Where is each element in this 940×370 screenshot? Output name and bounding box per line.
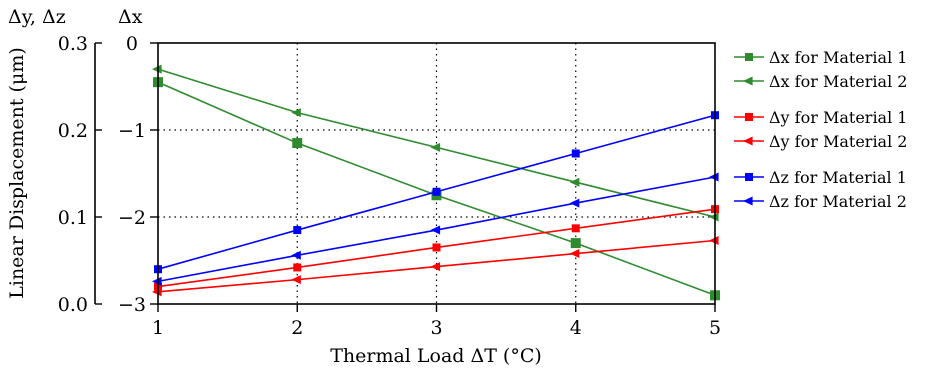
data-point xyxy=(293,263,302,272)
left-tick-label: 0.2 xyxy=(58,120,88,142)
data-point xyxy=(152,276,162,286)
legend-label: Δx for Material 2 xyxy=(769,72,907,91)
legend-label: Δz for Material 2 xyxy=(769,192,907,211)
x-tick-label: 2 xyxy=(291,317,303,339)
legend-marker xyxy=(743,196,753,206)
data-point xyxy=(291,250,301,260)
legend-label: Δx for Material 1 xyxy=(769,48,907,67)
left-tick-label: 0.0 xyxy=(58,294,88,316)
data-point xyxy=(291,275,301,285)
data-point xyxy=(152,287,162,297)
legend-item: Δx for Material 2 xyxy=(734,72,907,91)
legend-item: Δz for Material 1 xyxy=(734,168,907,187)
data-point xyxy=(571,149,580,158)
data-point xyxy=(292,138,303,149)
data-point xyxy=(709,235,719,245)
dx-tick-label: −2 xyxy=(118,207,146,229)
data-point xyxy=(432,243,441,252)
dx-tick-label: −3 xyxy=(118,294,146,316)
legend-label: Δz for Material 1 xyxy=(769,168,907,187)
data-point xyxy=(291,108,301,118)
data-point xyxy=(569,198,580,208)
legend-marker xyxy=(745,53,753,61)
left-tick-label: 0.1 xyxy=(58,207,88,229)
data-point xyxy=(432,187,441,196)
legend-item: Δz for Material 2 xyxy=(734,192,907,211)
legend-item: Δx for Material 1 xyxy=(734,48,907,67)
legend-marker xyxy=(743,76,753,86)
x-tick-label: 5 xyxy=(709,317,721,339)
legend-item: Δy for Material 1 xyxy=(734,108,907,127)
x-tick-label: 3 xyxy=(430,317,442,339)
legend-label: Δy for Material 2 xyxy=(769,132,907,151)
left-axis-header: Δy, Δz xyxy=(8,6,66,28)
dx-axis-header: Δx xyxy=(118,6,143,28)
legend-marker xyxy=(743,136,753,146)
data-point xyxy=(430,142,441,152)
x-tick-label: 4 xyxy=(570,317,582,339)
data-point xyxy=(430,225,441,235)
legend-marker xyxy=(745,173,753,181)
legend: Δx for Material 1 Δx for Material 2 Δy for… xyxy=(734,48,907,211)
data-point xyxy=(570,238,581,249)
data-point xyxy=(569,177,580,187)
legend-item: Δy for Material 2 xyxy=(734,132,907,151)
dx-axis: 0 −1 −2 −3 Δx xyxy=(118,6,158,316)
data-point xyxy=(430,262,441,272)
y-axis-title: Linear Displacement (μm) xyxy=(6,47,28,299)
data-point xyxy=(709,172,719,182)
dx-tick-label: 0 xyxy=(126,33,138,55)
data-point xyxy=(293,226,302,235)
series-3 xyxy=(152,235,719,297)
data-point xyxy=(569,249,580,259)
data-point xyxy=(152,64,162,74)
x-axis: 1 2 3 4 5 Thermal Load ΔT (°C) xyxy=(152,304,721,367)
data-point xyxy=(709,212,719,222)
series-5 xyxy=(152,172,719,286)
left-tick-label: 0.3 xyxy=(58,33,88,55)
x-axis-title: Thermal Load ΔT (°C) xyxy=(330,345,542,367)
x-tick-label: 1 xyxy=(152,317,164,339)
left-axis: 0.3 0.2 0.1 0.0 Δy, Δz xyxy=(8,6,102,316)
data-point xyxy=(571,224,580,233)
series-layer xyxy=(152,64,720,301)
legend-label: Δy for Material 1 xyxy=(769,108,907,127)
legend-marker xyxy=(745,113,753,121)
dx-tick-label: −1 xyxy=(118,120,146,142)
